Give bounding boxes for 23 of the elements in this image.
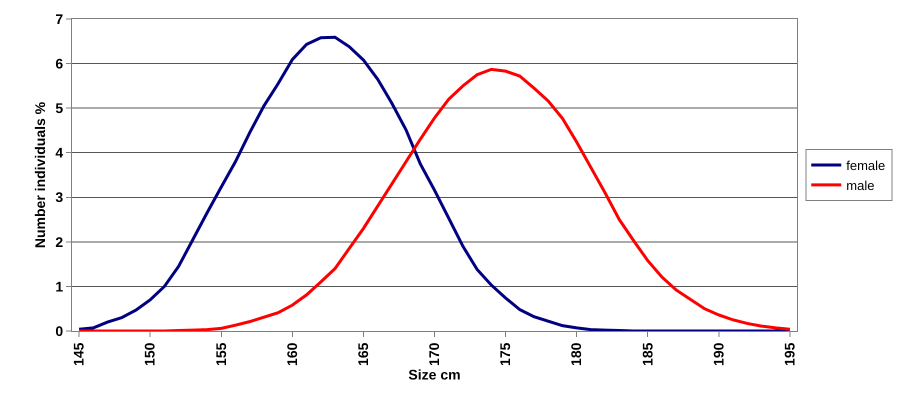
x-tick-label: 185 — [639, 342, 656, 366]
legend-label: female — [846, 158, 886, 174]
y-tick-label: 4 — [55, 144, 64, 161]
y-tick-label: 0 — [55, 322, 64, 339]
y-tick-label: 6 — [55, 55, 64, 72]
x-tick-label: 165 — [354, 342, 371, 366]
y-tick-label: 5 — [55, 100, 64, 116]
x-tick-label: 155 — [212, 342, 229, 366]
x-tick-label: 175 — [497, 342, 514, 366]
y-axis-title: Number individuals % — [32, 101, 48, 248]
y-tick-label: 1 — [55, 278, 64, 294]
legend-label: male — [846, 178, 874, 193]
x-tick-label: 195 — [781, 342, 798, 366]
x-tick-label: 180 — [568, 342, 584, 366]
y-tick-label: 2 — [55, 234, 64, 250]
x-axis-title: Size cm — [408, 366, 461, 382]
y-tick-label: 7 — [55, 10, 64, 27]
x-tick-label: 145 — [70, 342, 87, 366]
x-tick-label: 190 — [710, 342, 726, 366]
x-tick-label: 150 — [142, 342, 158, 366]
y-tick-label: 3 — [55, 189, 64, 206]
x-tick-label: 170 — [426, 342, 442, 366]
x-tick-label: 160 — [284, 342, 300, 366]
